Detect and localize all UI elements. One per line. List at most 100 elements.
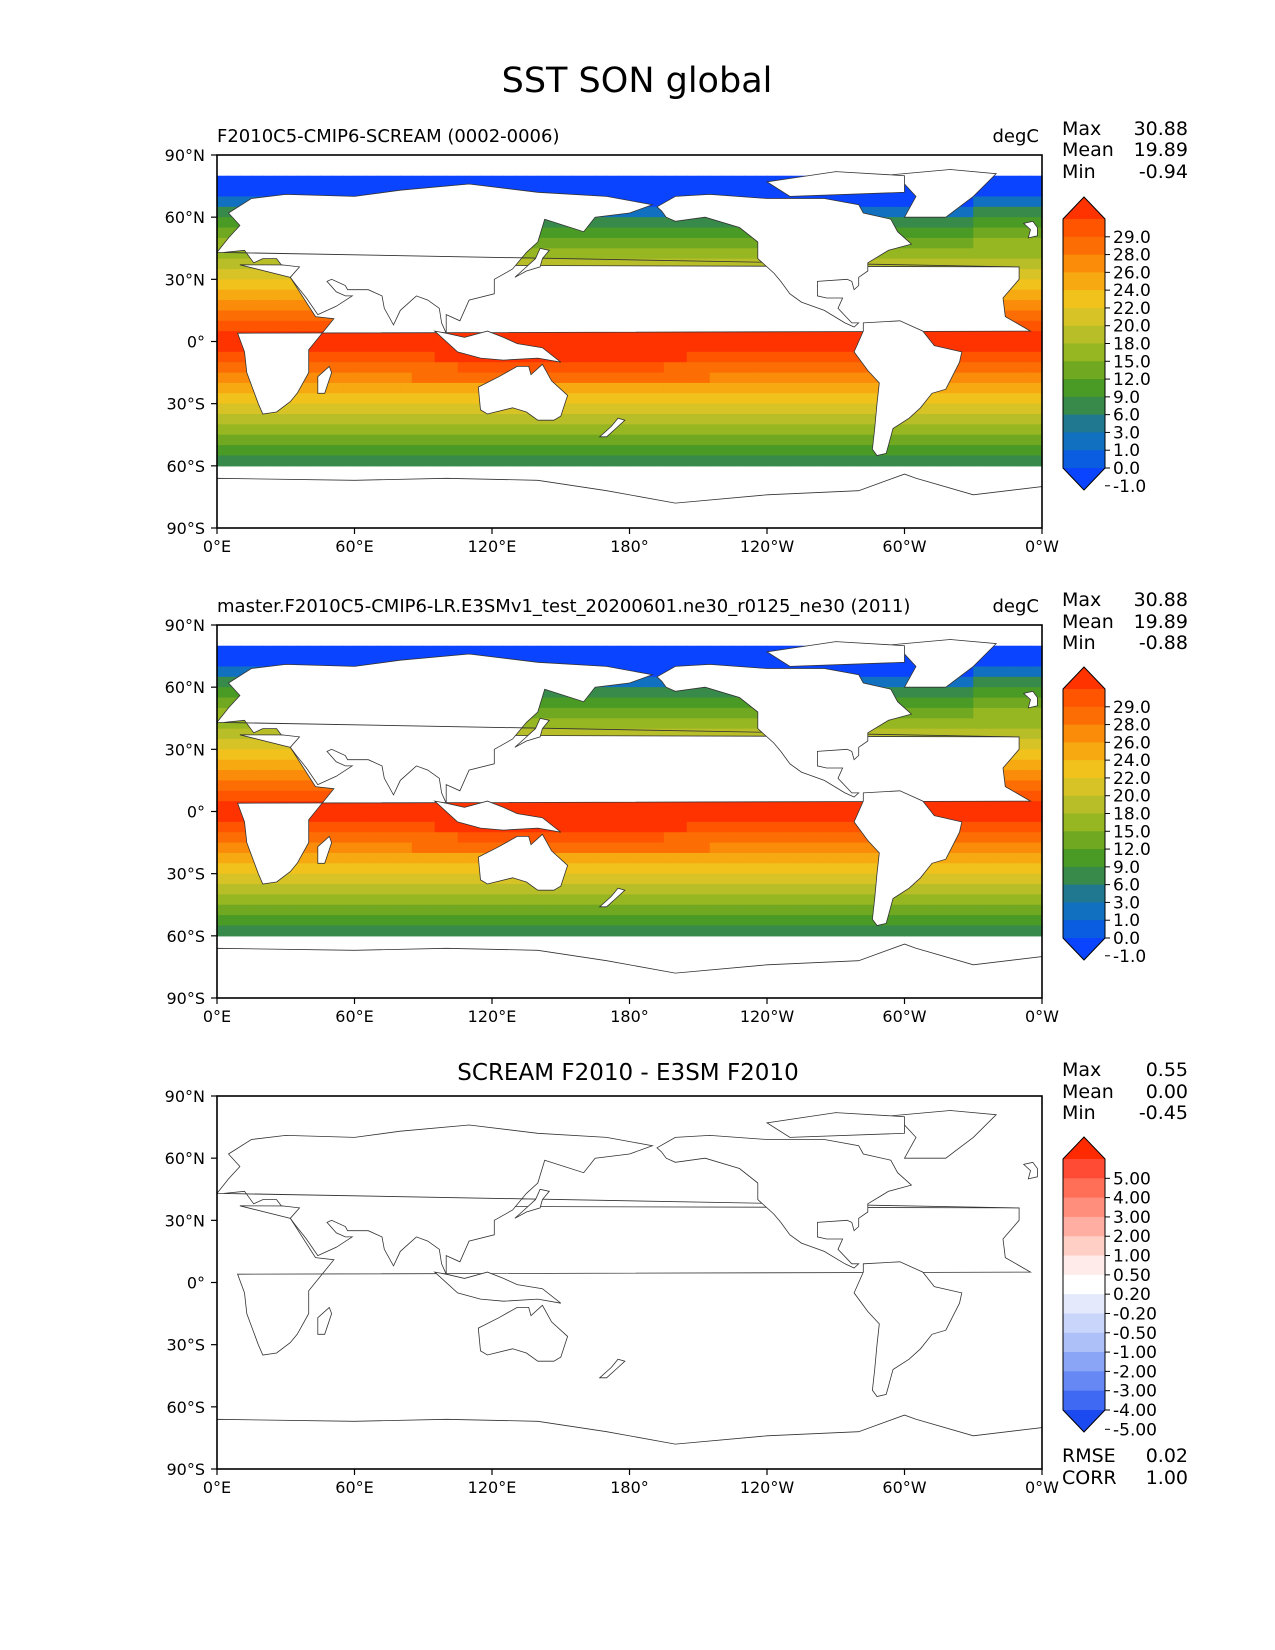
sst-cell (343, 382, 356, 394)
sst-cell (640, 832, 654, 844)
sst-cell (320, 320, 333, 332)
sst-cell (858, 206, 871, 218)
sst-cell (537, 894, 550, 906)
sst-cell (239, 393, 252, 405)
sst-cell (629, 718, 642, 730)
lon-tick-label: 0°W (1025, 537, 1059, 556)
sst-cell (297, 393, 310, 405)
sst-cell (217, 175, 230, 187)
sst-cell (595, 445, 608, 457)
sst-cell (904, 697, 917, 709)
sst-cell (824, 894, 837, 906)
sst-cell (560, 718, 573, 730)
sst-cell (343, 362, 356, 374)
sst-cell (388, 424, 401, 436)
sst-cell (297, 863, 310, 875)
sst-cell (606, 258, 619, 270)
sst-cell (1019, 175, 1032, 187)
sst-cell (217, 300, 230, 312)
sst-cell (709, 697, 722, 709)
sst-cell (835, 414, 848, 425)
sst-cell (984, 372, 997, 384)
sst-cell (514, 175, 527, 187)
sst-cell (377, 832, 390, 844)
sst-cell (778, 351, 791, 363)
sst-cell (973, 842, 986, 854)
sst-cell (663, 894, 676, 906)
sst-cell (904, 904, 917, 916)
sst-cell (228, 300, 241, 312)
sst-cell (285, 656, 298, 668)
sst-cell (1030, 289, 1043, 301)
sst-cell (744, 331, 757, 343)
sst-cell (950, 925, 963, 937)
sst-cell (824, 372, 837, 384)
sst-cell (618, 248, 631, 260)
sst-cell (847, 403, 860, 415)
sst-cell (629, 237, 642, 249)
colorbar-segment (1063, 1332, 1105, 1353)
sst-cell (526, 904, 539, 916)
sst-cell (400, 341, 413, 353)
sst-cell (789, 351, 802, 363)
sst-cell (640, 852, 654, 864)
sst-cell (938, 915, 951, 927)
sst-cell (961, 258, 974, 270)
sst-cell (560, 186, 573, 198)
sst-cell (549, 925, 562, 937)
sst-cell (709, 424, 722, 436)
sst-cell (583, 382, 596, 394)
sst-cell (824, 445, 837, 457)
sst-cell (549, 237, 562, 249)
sst-cell (549, 227, 562, 239)
sst-cell (709, 925, 722, 937)
sst-cell (915, 403, 929, 415)
sst-cell (457, 894, 470, 906)
sst-cell (938, 697, 951, 709)
sst-cell (789, 904, 802, 916)
sst-cell (297, 414, 310, 425)
sst-cell (583, 925, 596, 937)
sst-cell (835, 434, 848, 446)
sst-cell (984, 424, 997, 436)
sst-cell (526, 718, 539, 730)
sst-cell (858, 434, 871, 446)
sst-cell (411, 904, 424, 916)
panel-3-stat-min-value: -0.45 (1139, 1102, 1188, 1124)
sst-cell (1019, 310, 1032, 322)
sst-cell (480, 842, 493, 854)
sst-cell (709, 227, 722, 239)
sst-cell (996, 915, 1009, 927)
colorbar-extend-top (1063, 1137, 1105, 1159)
sst-cell (457, 821, 470, 833)
sst-cell (915, 424, 929, 436)
sst-cell (1019, 424, 1032, 436)
sst-cell (938, 331, 951, 343)
sst-cell (514, 424, 527, 436)
sst-cell (285, 455, 298, 467)
sst-cell (583, 656, 596, 668)
sst-cell (549, 434, 562, 446)
sst-cell (663, 237, 676, 249)
sst-cell (354, 894, 367, 906)
sst-cell (320, 351, 333, 363)
sst-cell (285, 310, 298, 322)
sst-cell (721, 434, 734, 446)
sst-cell (686, 821, 699, 833)
sst-cell (835, 925, 848, 937)
sst-cell (847, 863, 860, 875)
sst-cell (1030, 832, 1043, 844)
sst-cell (640, 414, 654, 425)
sst-cell (973, 666, 986, 678)
sst-cell (251, 749, 264, 761)
lon-tick-label: 60°E (335, 1478, 373, 1497)
sst-cell (239, 842, 252, 854)
sst-cell (583, 915, 596, 927)
sst-cell (973, 801, 986, 813)
sst-cell (618, 852, 631, 864)
sst-cell (1030, 811, 1043, 823)
colorbar-segment (1063, 450, 1105, 469)
sst-cell (675, 894, 688, 906)
sst-cell (915, 894, 929, 906)
colorbar-extend-bottom (1063, 468, 1105, 490)
